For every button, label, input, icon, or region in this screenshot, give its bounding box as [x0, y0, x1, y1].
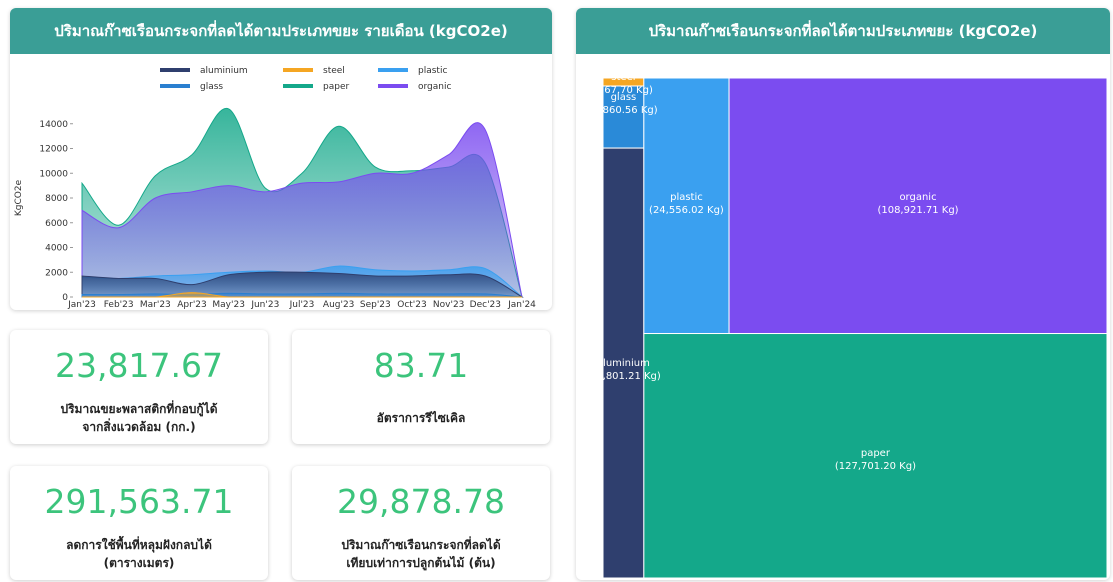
legend-label: aluminium — [200, 66, 248, 76]
y-axis-label: KgCO2e — [14, 179, 24, 216]
x-tick-label: Apr'23 — [177, 300, 207, 310]
tile-label: organic — [899, 192, 936, 203]
treemap: steel (367.70 Kg)glass (2,860.56 Kg) alumin… — [586, 72, 1108, 579]
area — [82, 292, 522, 298]
x-tick-label: Nov'23 — [433, 300, 465, 310]
y-tick-label: 0 — [62, 293, 68, 303]
x-tick-label: Jun'23 — [250, 300, 279, 310]
x-tick-label: Oct'23 — [397, 300, 427, 310]
kpi-label-line: ปริมาณขยะพลาสติกที่กอบกู้ได้ — [60, 402, 218, 416]
kpi-value: 23,817.67 — [55, 346, 223, 385]
tile-value: (108,921.71 Kg) — [877, 205, 958, 216]
area — [81, 292, 523, 298]
legend-label: organic — [418, 82, 451, 92]
tile-label: paper — [861, 448, 891, 459]
y-tick-label: 4000 — [45, 244, 68, 254]
kpi-label: ลดการใช้พื้นที่หลุมฝังกลบได้ (ตารางเมตร) — [10, 536, 268, 572]
kpi-label-line: อัตราการรีไซเคิล — [376, 411, 466, 425]
x-tick-label: Jul'23 — [289, 300, 315, 310]
y-tick-label: 6000 — [45, 219, 68, 229]
x-tick-label: Aug'23 — [323, 300, 355, 310]
tile-label: aluminium — [597, 358, 650, 369]
kpi-label: อัตราการรีไซเคิล — [292, 409, 550, 427]
kpi-card: 291,563.71 ลดการใช้พื้นที่หลุมฝังกลบได้ (ต… — [10, 466, 268, 580]
y-tick-label: 12000 — [39, 145, 68, 155]
treemap-panel: ปริมาณก๊าซเรือนกระจกที่ลดได้ตามประเภทขยะ… — [576, 8, 1110, 580]
y-tick-label: 10000 — [39, 169, 68, 179]
area-panel: ปริมาณก๊าซเรือนกระจกที่ลดได้ตามประเภทขยะ… — [10, 8, 552, 310]
kpi-card: 29,878.78 ปริมาณก๊าซเรือนกระจกที่ลดได้เที… — [292, 466, 550, 580]
area-chart: 0 2000 4000 6000 8000 10000 12000 14000 KgCO2e Ja… — [14, 66, 536, 310]
tile-value: (24,556.02 Kg) — [649, 205, 724, 216]
legend-label: glass — [200, 82, 223, 92]
tile-value: (19,801.21 Kg) — [586, 371, 661, 382]
tile-value: (2,860.56 Kg) — [589, 105, 658, 116]
x-tick-label: Jan'24 — [507, 300, 536, 310]
y-tick-label: 8000 — [45, 194, 68, 204]
tile — [643, 333, 1108, 579]
tile-label: steel — [611, 72, 635, 83]
tile-value: (127,701.20 Kg) — [835, 461, 916, 472]
legend-label: plastic — [418, 66, 447, 76]
kpi-value: 29,878.78 — [337, 482, 505, 521]
x-tick-label: Feb'23 — [104, 300, 134, 310]
kpi-label-line: เทียบเท่าการปลูกต้นไม้ (ต้น) — [346, 556, 496, 570]
tile-label: glass — [611, 92, 637, 103]
kpi-label-line: จากสิ่งแวดล้อม (กก.) — [82, 420, 196, 434]
kpi-value: 83.71 — [373, 346, 469, 385]
x-tick-label: Mar'23 — [140, 300, 171, 310]
kpi-label-line: ปริมาณก๊าซเรือนกระจกที่ลดได้ — [341, 538, 501, 552]
kpi-card: 83.71 อัตราการรีไซเคิล — [292, 330, 550, 444]
y-tick-label: 14000 — [39, 120, 68, 130]
x-tick-label: Dec'23 — [470, 300, 501, 310]
area — [81, 122, 523, 298]
area — [81, 271, 524, 298]
tile-value: (367.70 Kg) — [594, 85, 653, 96]
panel-title: ปริมาณก๊าซเรือนกระจกที่ลดได้ตามประเภทขยะ… — [10, 8, 552, 54]
panel-title: ปริมาณก๊าซเรือนกระจกที่ลดได้ตามประเภทขยะ… — [576, 8, 1110, 54]
kpi-card: 23,817.67 ปริมาณขยะพลาสติกที่กอบกู้ได้จาก… — [10, 330, 268, 444]
tile — [602, 85, 645, 149]
tile — [728, 77, 1108, 335]
y-tick-label: 2000 — [45, 268, 68, 278]
kpi-value: 291,563.71 — [44, 482, 234, 521]
kpi-label: ปริมาณขยะพลาสติกที่กอบกู้ได้จากสิ่งแวดล้… — [10, 400, 268, 436]
x-tick-label: Jan'23 — [67, 300, 96, 310]
kpi-label-line: ลดการใช้พื้นที่หลุมฝังกลบได้ — [66, 538, 212, 552]
x-tick-label: Sep'23 — [360, 300, 391, 310]
tile-label: plastic — [670, 192, 703, 203]
kpi-label: ปริมาณก๊าซเรือนกระจกที่ลดได้เทียบเท่าการ… — [292, 536, 550, 572]
legend-label: paper — [323, 82, 349, 92]
legend-label: steel — [323, 66, 345, 76]
x-tick-label: May'23 — [212, 300, 245, 310]
kpi-label-line: (ตารางเมตร) — [103, 556, 175, 570]
